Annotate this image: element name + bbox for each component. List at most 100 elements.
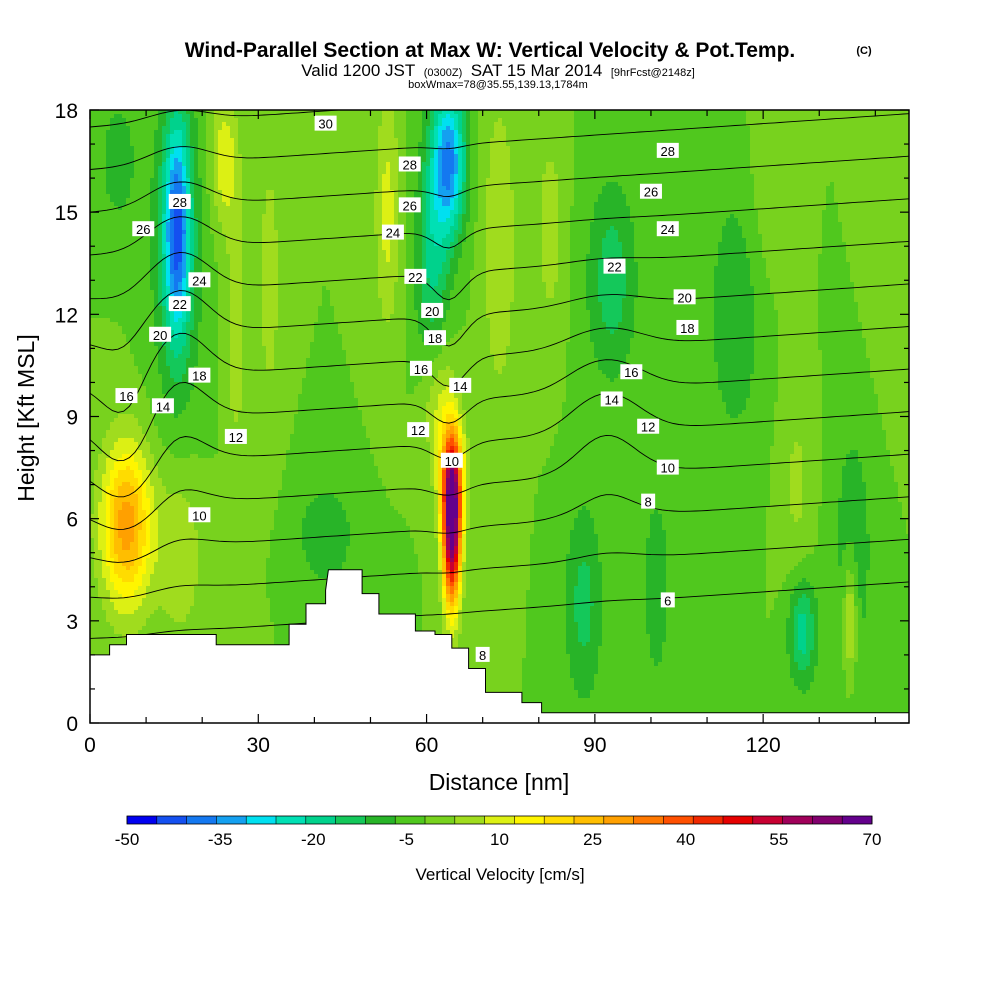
velocity-cell — [110, 158, 115, 163]
velocity-cell — [770, 190, 775, 195]
velocity-cell — [390, 198, 395, 203]
velocity-cell — [806, 142, 811, 147]
velocity-cell — [850, 170, 855, 175]
velocity-cell — [478, 126, 483, 131]
velocity-cell — [138, 154, 143, 159]
velocity-cell — [438, 194, 443, 199]
velocity-cell — [534, 118, 539, 123]
velocity-cell — [394, 202, 399, 207]
velocity-cell — [530, 162, 535, 167]
velocity-cell — [734, 170, 739, 175]
velocity-cell — [302, 158, 307, 163]
velocity-cell — [650, 174, 655, 179]
velocity-cell — [342, 158, 347, 163]
velocity-cell — [858, 146, 863, 151]
velocity-cell — [218, 142, 223, 147]
velocity-cell — [674, 118, 679, 123]
velocity-cell — [382, 198, 387, 203]
velocity-cell — [278, 122, 283, 127]
velocity-cell — [574, 154, 579, 159]
velocity-cell — [590, 150, 595, 155]
velocity-cell — [522, 174, 527, 179]
velocity-cell — [558, 154, 563, 159]
velocity-cell — [870, 194, 875, 199]
velocity-cell — [442, 118, 447, 123]
velocity-cell — [698, 162, 703, 167]
velocity-cell — [846, 150, 851, 155]
velocity-cell — [374, 174, 379, 179]
velocity-cell — [722, 166, 727, 171]
velocity-cell — [894, 178, 899, 183]
velocity-cell — [366, 202, 371, 207]
velocity-cell — [806, 178, 811, 183]
velocity-cell — [714, 202, 719, 207]
velocity-cell — [630, 194, 635, 199]
velocity-cell — [126, 158, 131, 163]
velocity-cell — [594, 166, 599, 171]
velocity-cell — [394, 130, 399, 135]
velocity-cell — [630, 114, 635, 119]
velocity-cell — [242, 114, 247, 119]
velocity-cell — [470, 174, 475, 179]
velocity-cell — [266, 198, 271, 203]
velocity-cell — [766, 202, 771, 207]
velocity-cell — [170, 170, 175, 175]
velocity-cell — [302, 190, 307, 195]
velocity-cell — [614, 194, 619, 199]
velocity-cell — [522, 158, 527, 163]
velocity-cell — [594, 130, 599, 135]
velocity-cell — [358, 114, 363, 119]
velocity-cell — [302, 130, 307, 135]
velocity-cell — [290, 134, 295, 139]
velocity-cell — [846, 118, 851, 123]
velocity-cell — [498, 162, 503, 167]
velocity-cell — [150, 138, 155, 143]
velocity-cell — [694, 162, 699, 167]
velocity-cell — [110, 114, 115, 119]
velocity-cell — [278, 118, 283, 123]
velocity-cell — [234, 130, 239, 135]
velocity-cell — [278, 146, 283, 151]
velocity-cell — [274, 194, 279, 199]
velocity-cell — [198, 138, 203, 143]
velocity-cell — [238, 142, 243, 147]
velocity-cell — [726, 114, 731, 119]
velocity-cell — [650, 130, 655, 135]
velocity-cell — [886, 150, 891, 155]
velocity-cell — [702, 126, 707, 131]
velocity-cell — [346, 118, 351, 123]
velocity-cell — [898, 158, 903, 163]
velocity-cell — [866, 202, 871, 207]
velocity-cell — [242, 150, 247, 155]
velocity-cell — [502, 142, 507, 147]
velocity-cell — [498, 150, 503, 155]
velocity-cell — [514, 194, 519, 199]
velocity-cell — [450, 182, 455, 187]
velocity-cell — [554, 174, 559, 179]
velocity-cell — [790, 182, 795, 187]
velocity-cell — [682, 182, 687, 187]
velocity-cell — [762, 182, 767, 187]
velocity-cell — [902, 162, 907, 167]
velocity-cell — [898, 154, 903, 159]
velocity-cell — [354, 134, 359, 139]
velocity-cell — [238, 122, 243, 127]
velocity-cell — [282, 114, 287, 119]
velocity-cell — [518, 198, 523, 203]
velocity-cell — [690, 190, 695, 195]
velocity-cell — [602, 142, 607, 147]
velocity-cell — [206, 166, 211, 171]
velocity-cell — [678, 186, 683, 191]
velocity-cell — [254, 154, 259, 159]
velocity-cell — [298, 158, 303, 163]
velocity-cell — [718, 134, 723, 139]
velocity-cell — [410, 182, 415, 187]
velocity-cell — [162, 190, 167, 195]
velocity-cell — [610, 126, 615, 131]
velocity-cell — [478, 118, 483, 123]
velocity-cell — [834, 174, 839, 179]
velocity-cell — [774, 154, 779, 159]
velocity-cell — [110, 110, 115, 115]
velocity-cell — [702, 194, 707, 199]
velocity-cell — [898, 166, 903, 171]
